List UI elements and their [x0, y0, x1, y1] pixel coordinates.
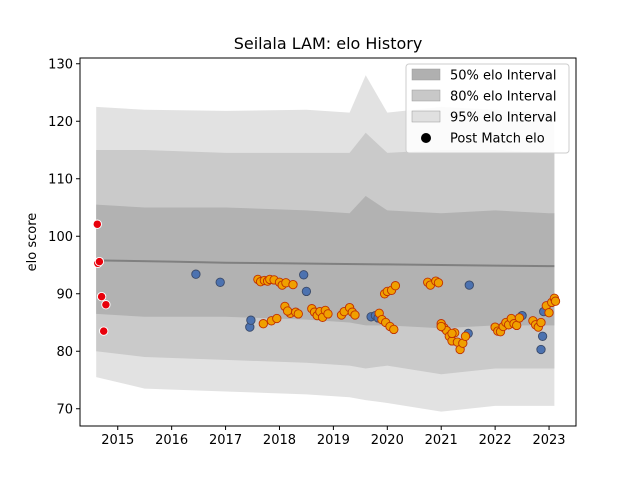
x-tick-label: 2022	[479, 433, 512, 448]
legend-label: 50% elo Interval	[450, 69, 557, 84]
elo-point	[282, 306, 293, 316]
legend: 50% elo Interval 80% elo Interval 95% elo …	[405, 63, 570, 154]
y-tick-label: 90	[56, 287, 73, 302]
elo-point	[433, 278, 444, 288]
legend-marker	[421, 133, 431, 143]
legend-label: 95% elo Interval	[450, 111, 557, 126]
y-tick-label: 120	[48, 115, 73, 130]
elo-point	[390, 281, 401, 291]
x-tick-label: 2017	[209, 433, 242, 448]
legend-label: Post Match elo	[450, 132, 545, 147]
interval-bands	[96, 75, 555, 412]
legend-box	[405, 63, 570, 154]
elo-point	[447, 328, 457, 339]
elo-point	[514, 313, 525, 323]
elo-point	[191, 269, 201, 279]
elo-point	[99, 326, 109, 336]
elo-point	[389, 324, 399, 335]
y-axis: 70 80 90 100 110 120 130	[48, 57, 80, 417]
mean-elo-path	[96, 259, 555, 268]
legend-label: 80% elo Interval	[450, 90, 557, 105]
elo-point	[246, 315, 256, 325]
elo-point	[350, 310, 360, 320]
y-tick-label: 80	[56, 345, 73, 360]
elo-point	[101, 300, 111, 310]
y-tick-label: 100	[48, 230, 73, 245]
elo-point	[293, 309, 303, 319]
legend-swatch	[411, 89, 441, 102]
elo-point	[550, 296, 561, 306]
elo-point	[299, 270, 309, 280]
legend-swatch	[411, 68, 441, 81]
elo-point	[92, 219, 102, 229]
elo-point	[288, 279, 298, 290]
elo-point	[460, 331, 471, 341]
x-tick-label: 2018	[263, 433, 296, 448]
plot-frame	[79, 57, 577, 427]
x-tick-label: 2015	[101, 433, 134, 448]
legend-swatch	[411, 110, 441, 123]
elo-point	[94, 256, 105, 267]
y-tick-label: 70	[56, 402, 73, 417]
elo-point	[96, 291, 107, 302]
elo-point	[323, 309, 333, 319]
post-match-points	[92, 219, 561, 355]
x-tick-label: 2019	[317, 433, 350, 448]
elo-point	[258, 319, 268, 329]
interval-band-2	[96, 196, 555, 329]
elo-point	[536, 344, 546, 355]
elo-point	[301, 286, 312, 297]
y-tick-label: 110	[48, 172, 73, 187]
x-axis: 2015 2016 2017 2018 2019 2020 2021 2022 2023	[101, 426, 566, 448]
x-tick-label: 2021	[425, 433, 458, 448]
elo-point	[544, 308, 554, 318]
y-tick-label: 130	[48, 57, 73, 72]
elo-point	[272, 313, 282, 324]
elo-point	[537, 331, 548, 341]
elo-point	[215, 277, 225, 287]
chart-title: Seilala LAM: elo History	[234, 34, 423, 53]
x-tick-label: 2016	[155, 433, 188, 448]
elo-point	[436, 321, 446, 332]
elo-point	[464, 280, 474, 290]
x-tick-label: 2020	[371, 433, 404, 448]
mean-elo-line	[96, 259, 555, 268]
elo-point	[536, 317, 546, 328]
x-tick-label: 2023	[532, 433, 565, 448]
y-axis-label: elo score	[25, 213, 40, 272]
